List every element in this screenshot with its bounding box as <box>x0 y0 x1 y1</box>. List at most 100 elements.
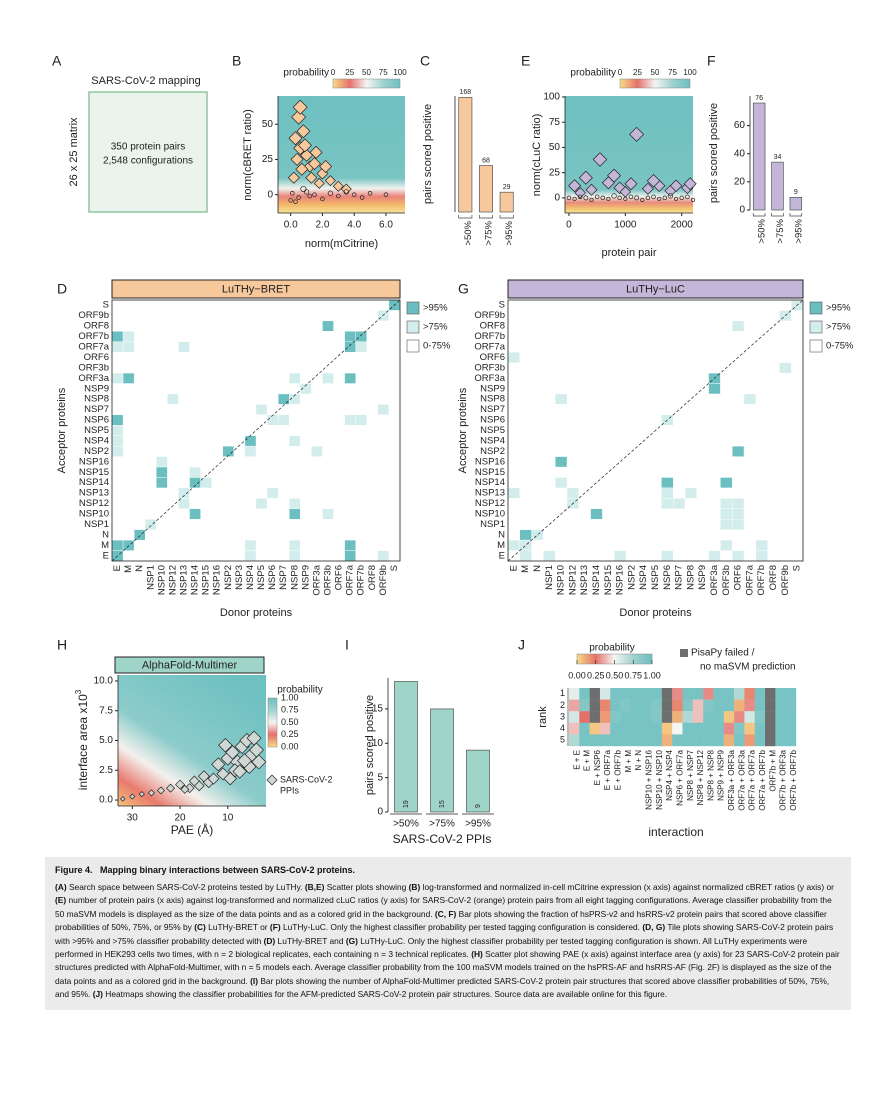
column-label: NSP8 + NSP8 <box>706 749 715 800</box>
y-tick-label: 10 <box>372 738 384 749</box>
column-label: NSP8 <box>685 565 696 590</box>
heat-cell <box>765 734 776 747</box>
row-label: 4 <box>560 723 565 733</box>
heat-cell <box>599 711 611 723</box>
point <box>291 109 307 125</box>
bar <box>394 681 418 813</box>
point <box>292 99 308 115</box>
column-label: M + M <box>624 750 633 773</box>
point <box>600 195 606 201</box>
heat-cell <box>703 699 714 712</box>
column-label: NSP14 <box>591 565 602 595</box>
row-label: ORF3b <box>78 362 109 373</box>
row-label: ORF9b <box>474 310 505 321</box>
heat-cell <box>599 699 611 712</box>
caption-text: log-transformed and normalized in-cell m… <box>420 882 834 892</box>
row-label: NSP16 <box>475 456 505 467</box>
tile <box>708 383 721 395</box>
tile <box>289 508 301 520</box>
plot-background <box>565 96 693 213</box>
point <box>641 182 654 195</box>
tile <box>122 372 135 384</box>
caption-panel-ref: (I) <box>250 975 258 986</box>
legend-tick-label: 0.50 <box>281 717 299 727</box>
heat-cell <box>785 699 797 712</box>
heat-cell <box>734 688 745 700</box>
point <box>305 171 318 184</box>
x-tick-label: 20 <box>175 813 187 824</box>
point <box>566 195 572 201</box>
heat-cell <box>589 699 601 712</box>
column-label: N <box>532 565 543 572</box>
heat-cell <box>599 734 611 747</box>
y-tick-label: 0 <box>377 807 383 818</box>
heat-cell <box>599 722 611 735</box>
caption-panel-ref: (D) <box>263 935 276 946</box>
tile <box>344 372 356 384</box>
caption-title: Figure 4. Mapping binary interactions be… <box>55 865 356 875</box>
point <box>683 177 697 191</box>
heat-cell <box>785 734 797 747</box>
x-tick-label: 0 <box>566 220 572 231</box>
tile <box>289 372 301 384</box>
column-label: NSP12 <box>567 565 578 595</box>
panel-letter: D <box>57 281 67 297</box>
legend-swatch <box>809 339 823 353</box>
tile <box>732 550 745 562</box>
point <box>225 745 240 760</box>
point <box>645 195 651 201</box>
heat-cell <box>651 688 663 700</box>
row-label: N <box>102 529 109 540</box>
x-axis-label: interaction <box>648 825 703 839</box>
caption-text: LuTHy-LuC. Only the highest classifier p… <box>55 935 808 960</box>
heat-cell <box>672 688 683 700</box>
caption-panel-ref: (C) <box>194 922 206 933</box>
point <box>166 783 176 793</box>
point <box>674 196 679 201</box>
y-tick-label: 2.5 <box>99 765 113 776</box>
heat-cell <box>579 734 590 747</box>
column-label: M <box>123 565 134 573</box>
column-label: ORF8 <box>768 565 779 590</box>
heat-cell <box>723 699 735 712</box>
y-tick-label: 50 <box>549 142 561 153</box>
column-label: M <box>520 565 531 573</box>
bar <box>771 161 784 211</box>
category-label: >50% <box>463 220 474 245</box>
y-tick-label: 100 <box>543 92 560 103</box>
tile <box>289 550 301 562</box>
caption-panel-ref: (B,E) <box>304 882 325 892</box>
value-label: 168 <box>459 89 471 96</box>
legend-swatch <box>809 320 823 334</box>
point <box>327 190 334 196</box>
bar <box>789 196 803 211</box>
legend-label: >75% <box>423 322 448 333</box>
row-label: NSP4 <box>480 435 505 446</box>
point <box>572 196 577 201</box>
point <box>367 191 373 196</box>
panel-letter: I <box>345 637 349 653</box>
value-label: 34 <box>774 154 782 161</box>
box-text: 350 protein pairs <box>111 142 186 153</box>
caption-text: Heatmaps showing the classifier probabil… <box>102 989 668 1000</box>
tile <box>322 372 334 384</box>
caption-text: LuTHy-BRET or <box>205 922 270 933</box>
column-label: NSP8 + NSP7 <box>686 749 695 800</box>
heat-cell <box>703 734 714 747</box>
row-label: ORF7b <box>474 331 505 342</box>
diagonal <box>507 299 804 562</box>
caption-panel-ref: (H) <box>471 949 483 960</box>
row-label: E <box>499 550 505 561</box>
y-tick-label: 0 <box>739 205 745 216</box>
point <box>319 159 333 173</box>
legend-tick-label: 100 <box>393 68 407 77</box>
tile <box>720 498 733 509</box>
heat-cell <box>589 734 601 747</box>
point <box>592 152 608 167</box>
tile <box>779 362 792 374</box>
row-label: 2 <box>560 700 565 710</box>
heat-cell <box>579 711 590 723</box>
point <box>577 194 583 200</box>
row-label: NSP1 <box>480 519 505 530</box>
column-label: ORF3b <box>323 565 334 596</box>
